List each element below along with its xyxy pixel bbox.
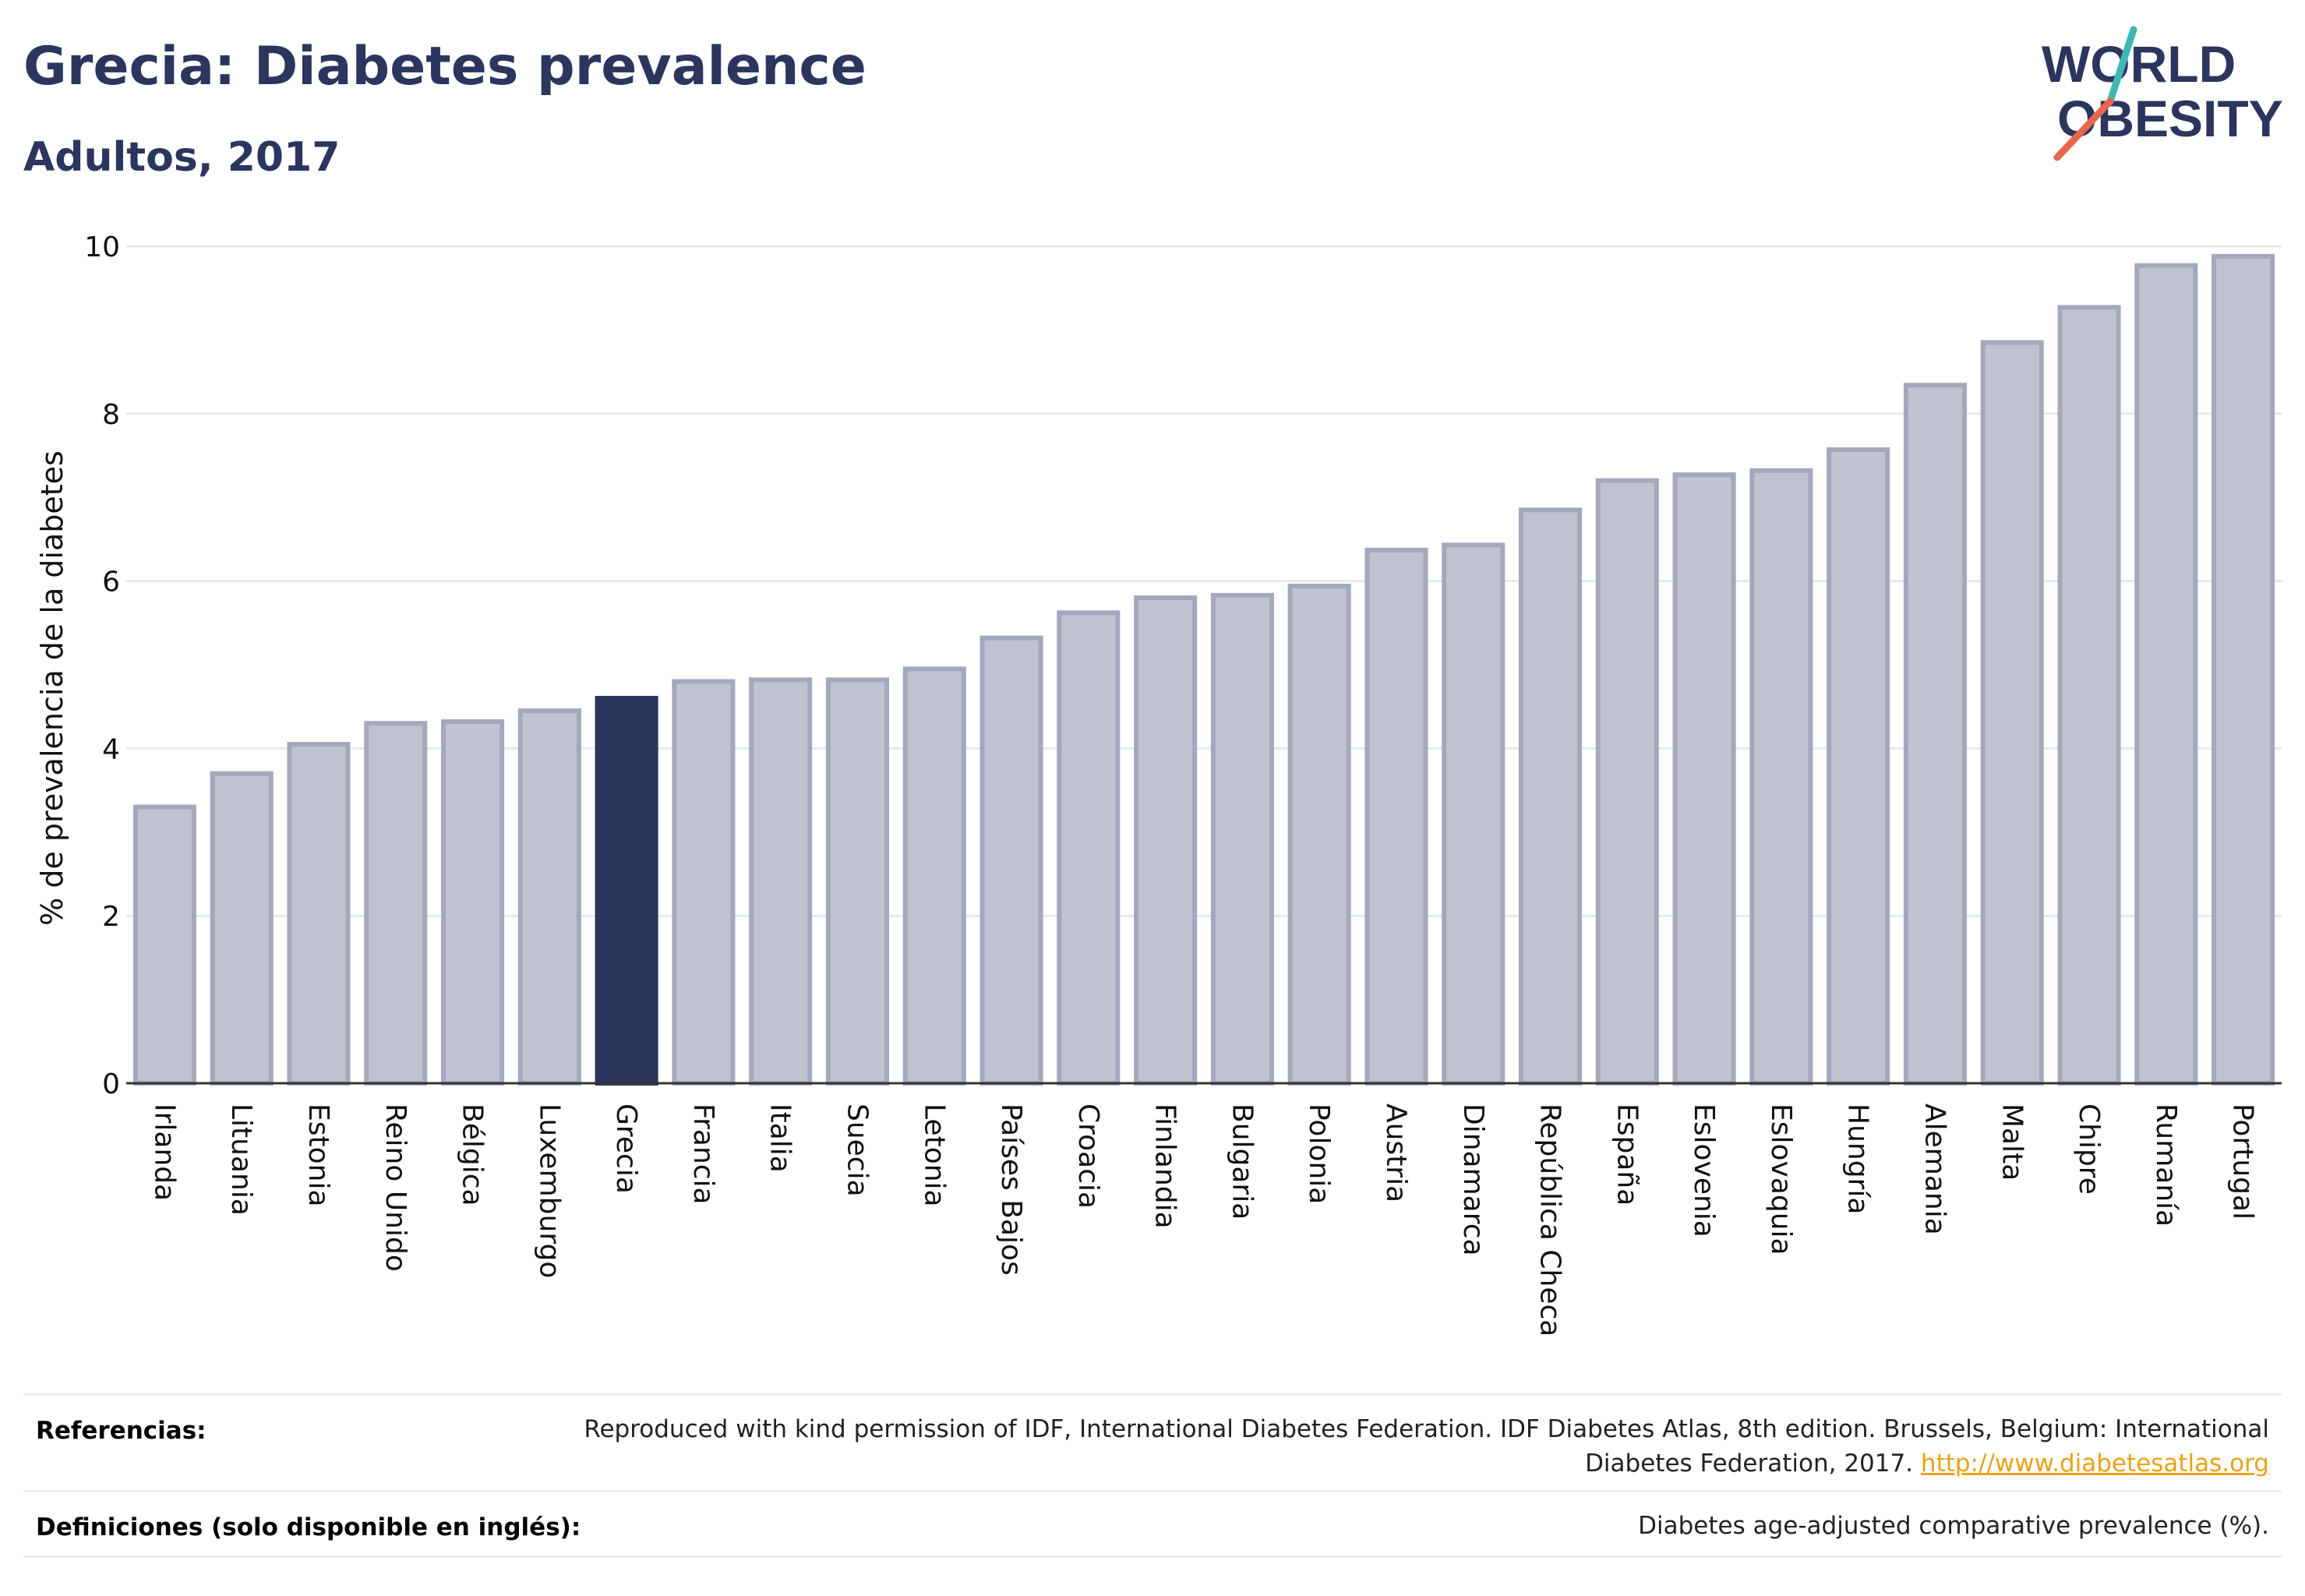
logo-slash-red [2053,97,2114,161]
bar-24 [1980,340,2044,1086]
bar-6 [595,695,658,1086]
x-tick-label: Grecia [610,1103,642,1194]
y-tick-label: 6 [102,567,120,598]
x-tick-label: Luxemburgo [533,1103,565,1278]
x-tick-label: Países Bajos [995,1103,1027,1276]
bar-1 [210,771,274,1086]
x-tick-label: Rumanía [2150,1103,2182,1227]
footer-divider-top [23,1393,2282,1396]
bar-2 [287,742,351,1086]
x-tick-label: Bulgaria [1226,1103,1258,1220]
bar-25 [2057,305,2121,1086]
bar-7 [672,679,736,1086]
x-tick-label: Austria [1380,1103,1412,1202]
bar-22 [1827,447,1890,1086]
bar-16 [1364,547,1428,1086]
logo-slash-teal [2106,26,2137,105]
definitions-label: Definiciones (solo disponible en inglés)… [36,1513,581,1541]
x-tick-label: Italia [764,1103,796,1173]
bar-13 [1134,595,1198,1086]
x-tick-label: Reino Unido [379,1103,411,1272]
bar-12 [1057,610,1121,1086]
references-label: Referencias: [36,1417,206,1445]
x-tick-label: República Checa [1534,1103,1566,1336]
references-citation: Reproduced with kind permission of IDF, … [584,1415,2269,1478]
bar-15 [1287,584,1351,1086]
bar-27 [2211,253,2275,1086]
y-tick-label: 2 [102,901,120,933]
y-tick-label: 10 [84,231,120,263]
bar-18 [1518,507,1583,1086]
bar-21 [1749,468,1813,1086]
x-tick-label: Irlanda [148,1103,180,1201]
x-tick-label: Polonia [1303,1103,1335,1204]
footer-divider-middle [23,1490,2282,1492]
bar-23 [1903,383,1968,1086]
chart-subtitle: Adultos, 2017 [23,134,341,181]
bar-19 [1595,478,1659,1086]
x-tick-label: Francia [687,1103,719,1205]
x-tick-label: Suecia [841,1103,873,1197]
x-tick-label: Malta [1996,1103,2028,1181]
references-link[interactable]: http://www.diabetesatlas.org [1920,1449,2269,1478]
bar-8 [749,677,813,1086]
x-tick-label: Eslovaquia [1765,1103,1797,1255]
footer-divider-bottom [23,1555,2282,1558]
x-tick-label: Dinamarca [1457,1103,1489,1256]
y-axis-label: % de prevalencia de la diabetes [35,450,69,926]
x-tick-label: Eslovenia [1688,1103,1720,1238]
y-tick-label: 0 [102,1068,120,1100]
x-tick-label: Lituania [225,1103,257,1216]
bar-10 [902,666,966,1086]
bar-17 [1442,542,1505,1086]
bar-chart: 0 2 4 6 8 10 Irlanda Lituania Estonia Reino Unid… [35,231,2282,1336]
bar-14 [1210,592,1274,1086]
x-tick-label: Letonia [918,1103,950,1207]
bar-9 [825,677,890,1086]
references-text: Reproduced with kind permission of IDF, … [555,1412,2269,1481]
definitions-text: Diabetes age-adjusted comparative preval… [1638,1512,2269,1540]
logo-line1: WORLD [2042,35,2236,93]
x-tick-label: Portugal [2227,1103,2259,1220]
y-tick-label: 8 [102,399,120,431]
x-tick-label: Chipre [2073,1103,2105,1195]
bar-4 [440,719,505,1086]
x-tick-label: Croacia [1072,1103,1104,1209]
x-tick-label: Bélgica [457,1103,489,1206]
bar-5 [517,708,581,1086]
y-tick-labels: 0 2 4 6 8 10 [84,231,120,1100]
x-tick-labels: Irlanda Lituania Estonia Reino Unido Bélgica… [148,1103,2258,1336]
bar-3 [364,721,428,1086]
chart-title: Grecia: Diabetes prevalence [23,36,867,97]
world-obesity-logo[interactable]: WORLD OBESITY [2026,23,2291,164]
x-tick-label: Alemania [1918,1103,1950,1235]
y-tick-label: 4 [102,733,120,765]
x-tick-label: Finlandia [1149,1103,1181,1229]
bar-0 [132,804,196,1086]
bar-11 [980,635,1043,1086]
x-tick-label: Hungría [1842,1103,1874,1214]
x-tick-label: Estonia [302,1103,334,1207]
bar-20 [1672,472,1736,1086]
x-tick-label: España [1611,1103,1643,1206]
bars [132,253,2275,1086]
bar-26 [2134,263,2198,1086]
